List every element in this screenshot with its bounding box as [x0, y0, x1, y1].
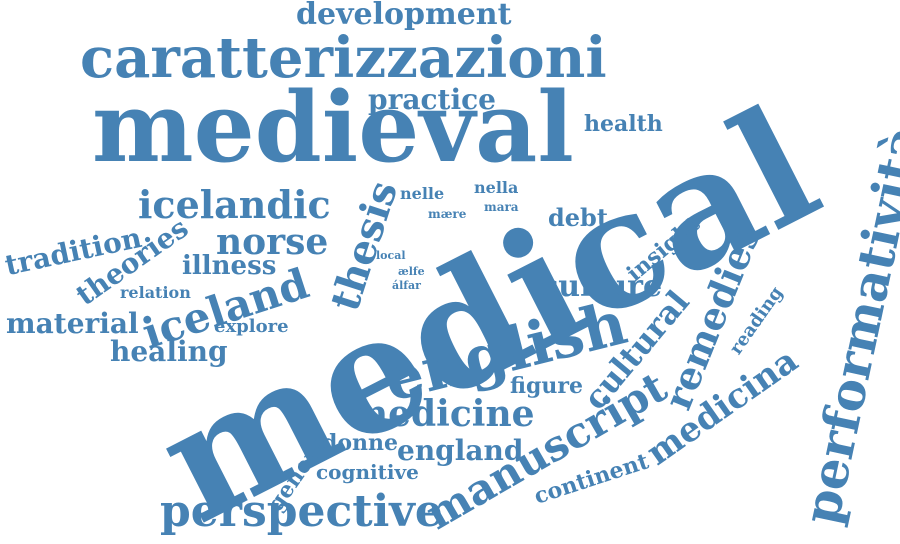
word-relation: relation — [120, 283, 191, 302]
word-medieval: medieval — [92, 71, 574, 184]
word-cognitive: cognitive — [316, 460, 419, 484]
word-practice: practice — [368, 83, 496, 116]
word-explore: explore — [214, 316, 289, 337]
word-healing: healing — [110, 335, 228, 368]
word-nelle: nelle — [400, 184, 445, 203]
word-mara: mara — [484, 200, 519, 214]
word-aelfe: ælfe — [398, 265, 425, 278]
word-mare: mære — [428, 207, 467, 221]
word-figure: figure — [510, 373, 583, 399]
word-icelandic: icelandic — [138, 182, 331, 227]
word-donne: donne — [322, 430, 399, 456]
word-medicine: medicine — [350, 393, 535, 435]
word-material: material — [6, 307, 139, 340]
word-caratterizzazioni: caratterizzazioni — [80, 25, 607, 91]
word-perspective: perspective — [160, 486, 443, 537]
word-england: england — [397, 434, 524, 467]
word-health: health — [584, 111, 663, 137]
word-culture: culture — [540, 269, 663, 304]
word-development: development — [296, 0, 512, 32]
word-illness: illness — [182, 251, 277, 281]
word-local: local — [376, 249, 406, 262]
word-norse: norse — [216, 221, 329, 263]
word-alfar: álfar — [392, 279, 421, 292]
word-nella: nella — [474, 178, 519, 197]
word-debt: debt — [548, 203, 608, 232]
